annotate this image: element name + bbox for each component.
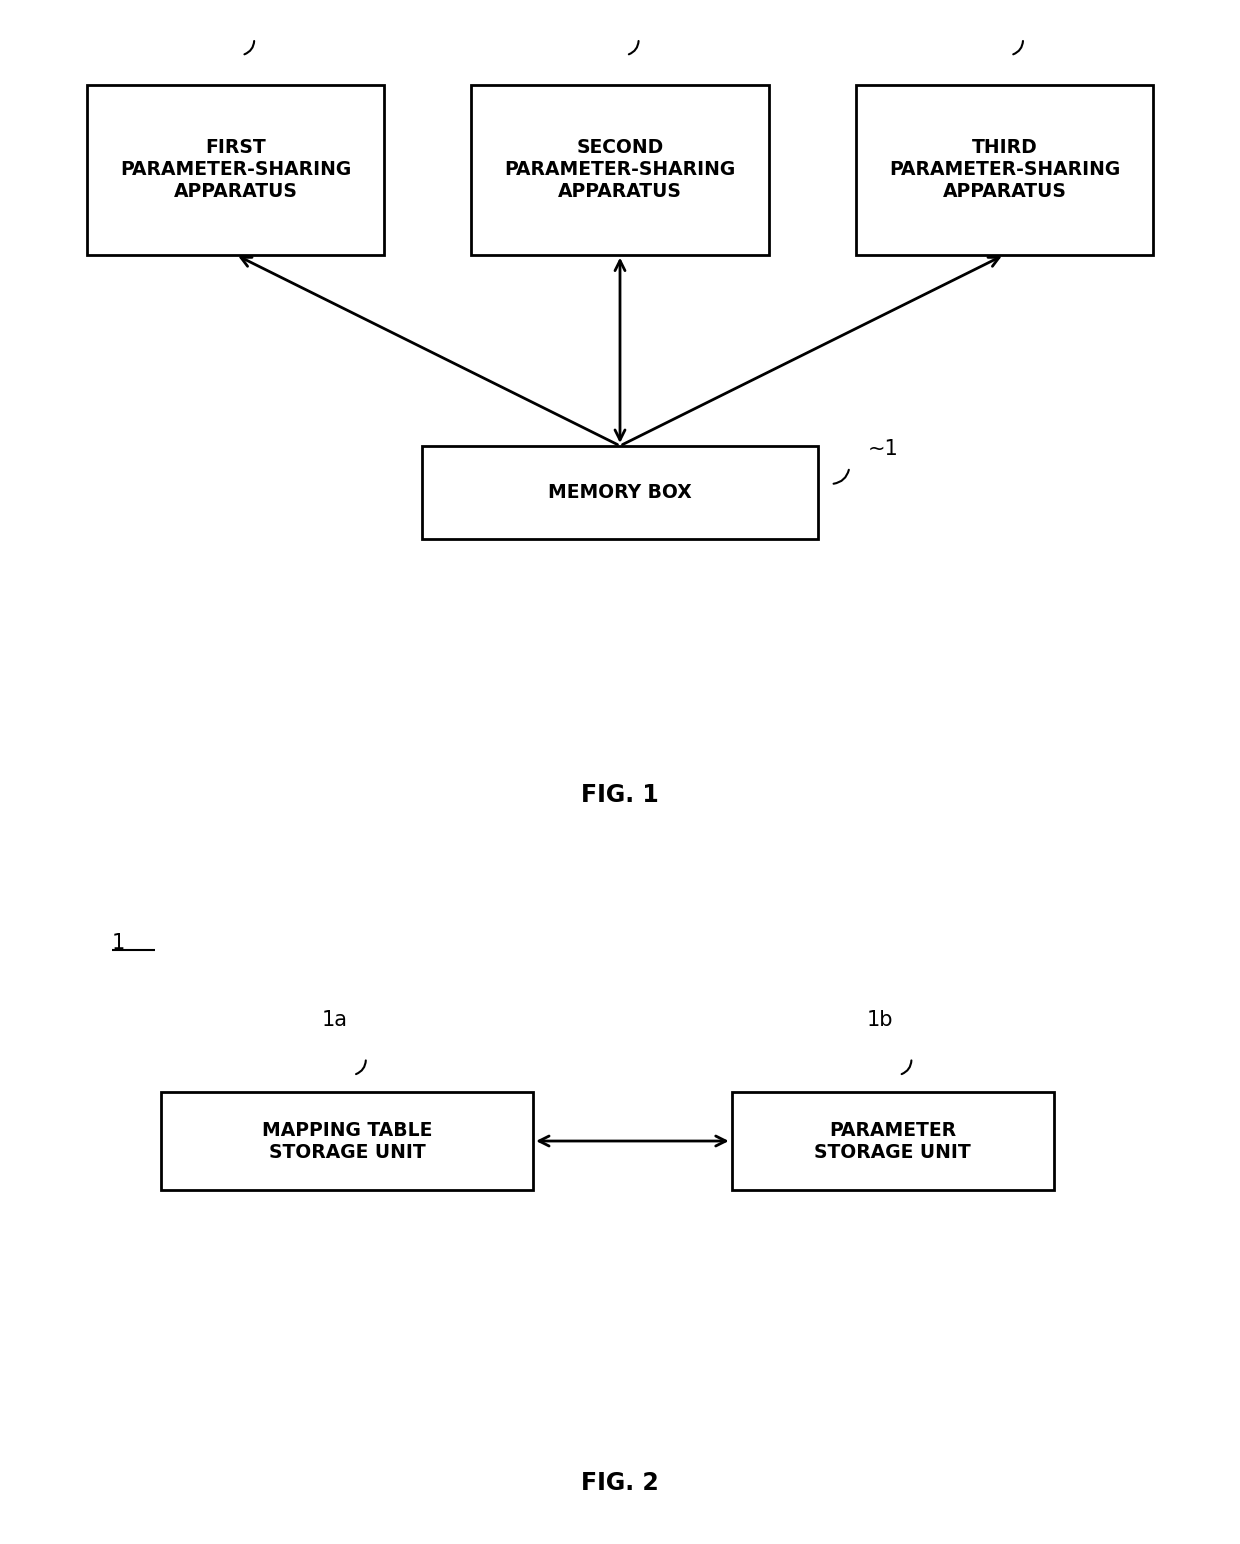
Text: 1: 1 (112, 933, 125, 953)
Text: 20: 20 (588, 0, 615, 5)
Text: 30: 30 (972, 0, 999, 5)
Bar (87, 85, 384, 255)
Bar (856, 85, 1153, 255)
Bar (471, 85, 769, 255)
Text: 1b: 1b (867, 1010, 894, 1030)
Text: 10: 10 (203, 0, 231, 5)
Text: FIG. 2: FIG. 2 (582, 1471, 658, 1495)
Text: FIG. 1: FIG. 1 (582, 783, 658, 806)
Bar (422, 446, 818, 539)
Text: FIRST
PARAMETER-SHARING
APPARATUS: FIRST PARAMETER-SHARING APPARATUS (120, 139, 351, 201)
Text: SECOND
PARAMETER-SHARING
APPARATUS: SECOND PARAMETER-SHARING APPARATUS (505, 139, 735, 201)
Text: MAPPING TABLE
STORAGE UNIT: MAPPING TABLE STORAGE UNIT (262, 1121, 433, 1161)
Bar (161, 1093, 533, 1189)
Text: ~1: ~1 (868, 438, 899, 459)
Text: MEMORY BOX: MEMORY BOX (548, 483, 692, 502)
Bar (732, 1093, 1054, 1189)
Text: THIRD
PARAMETER-SHARING
APPARATUS: THIRD PARAMETER-SHARING APPARATUS (889, 139, 1120, 201)
Text: 1a: 1a (322, 1010, 347, 1030)
Text: PARAMETER
STORAGE UNIT: PARAMETER STORAGE UNIT (815, 1121, 971, 1161)
